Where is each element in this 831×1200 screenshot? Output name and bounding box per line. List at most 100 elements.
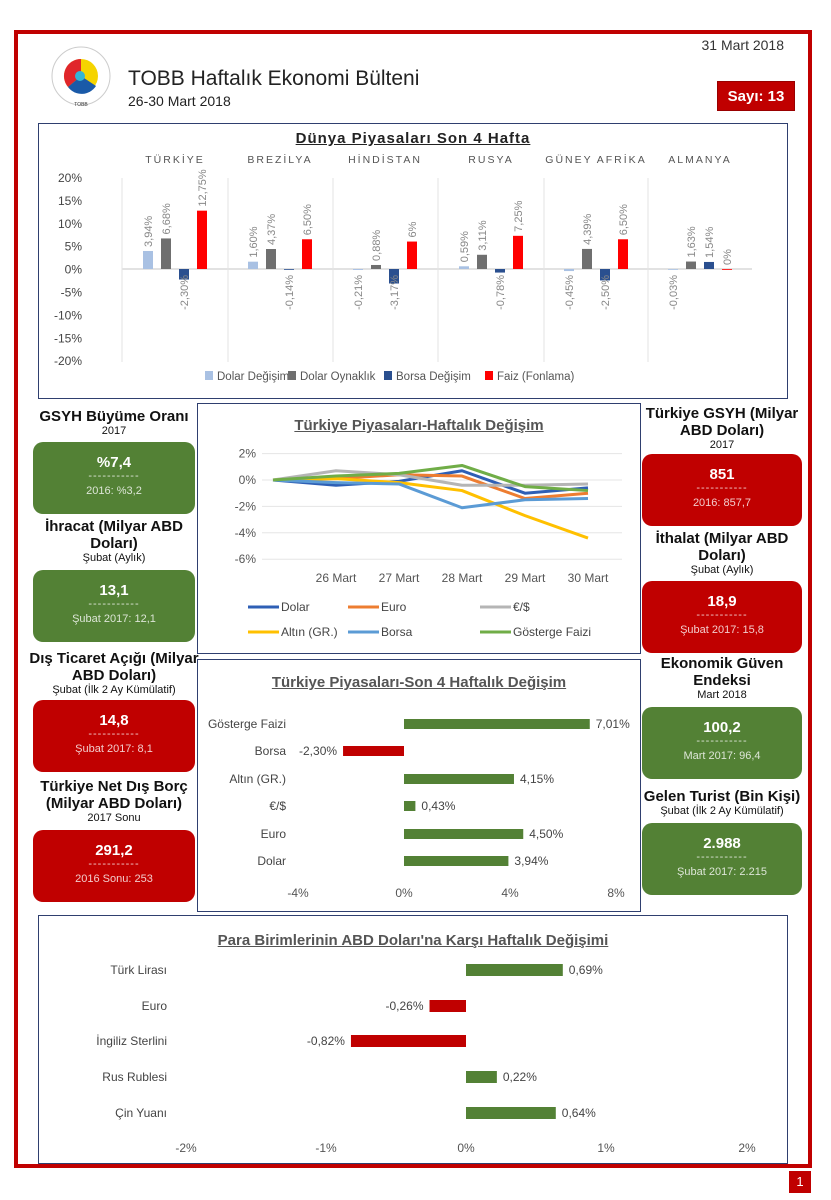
y-tick-label: -5% (61, 286, 83, 300)
category-label: Borsa (255, 744, 287, 758)
bar (404, 856, 509, 866)
kpi-card: %7,4 ----------- 2016: %3,2 (33, 442, 195, 514)
bar (429, 1000, 466, 1012)
category-label: İngiliz Sterlini (96, 1034, 167, 1048)
kpi-card: 14,8 ----------- Şubat 2017: 8,1 (33, 700, 195, 772)
kpi-divider: ----------- (696, 851, 748, 863)
kpi-card: 100,2 ----------- Mart 2017: 96,4 (642, 707, 802, 779)
data-label: -0,21% (353, 275, 365, 310)
kpi-card: 2.988 ----------- Şubat 2017: 2.215 (642, 823, 802, 895)
bar (248, 261, 258, 269)
kpi-divider: ----------- (696, 735, 748, 747)
bar (668, 269, 678, 270)
category-label: Türk Lirası (110, 963, 167, 977)
kpi-period: 2017 Sonu (87, 812, 141, 824)
data-label: -0,26% (385, 999, 423, 1013)
kpi-heading: İthalat (Milyar ABD Doları) Şubat (Aylık) (636, 530, 808, 577)
kpi-previous: 2016 Sonu: 253 (75, 873, 153, 885)
legend-label: Dolar Değişimi (217, 371, 292, 383)
kpi-previous: Şubat 2017: 8,1 (75, 743, 153, 755)
bar (302, 239, 312, 269)
bar (350, 1035, 466, 1047)
page-frame (14, 30, 812, 1168)
data-label: -2,30% (299, 744, 337, 758)
kpi-heading: Gelen Turist (Bin Kişi) Şubat (İlk 2 Ay K… (636, 788, 808, 818)
x-tick-label: 29 Mart (505, 571, 546, 585)
currency-bar-chart-title: Para Birimlerinin ABD Doları'na Karşı Ha… (217, 932, 609, 949)
kpi-title: Türkiye GSYH (Milyar ABD Doları) (645, 405, 799, 439)
world-markets-chart-title: Dünya Piyasaları Son 4 Hafta (295, 130, 531, 147)
x-tick-label: 28 Mart (442, 571, 483, 585)
bar (343, 746, 404, 756)
bar (143, 250, 153, 269)
kpi-title: İthalat (Milyar ABD Doları) (655, 530, 789, 564)
category-label: Euro (261, 827, 287, 841)
bar (704, 261, 714, 269)
data-label: -0,14% (284, 275, 296, 310)
bar (459, 266, 469, 269)
category-label: RUSYA (468, 154, 513, 166)
bar (618, 239, 628, 269)
data-label: 6,68% (161, 203, 173, 234)
bar (600, 269, 610, 281)
data-label: 6,50% (618, 204, 630, 235)
bulletin-date: 31 Mart 2018 (701, 37, 785, 53)
series-line (272, 478, 589, 510)
bar (197, 210, 207, 269)
category-label: Çin Yuanı (115, 1106, 167, 1120)
y-tick-label: 15% (58, 194, 82, 208)
bar (513, 235, 523, 269)
data-label: 3,94% (514, 854, 548, 868)
bar (582, 248, 592, 269)
data-label: 7,01% (596, 717, 630, 731)
kpi-heading: Türkiye GSYH (Milyar ABD Doları) 2017 (636, 405, 808, 452)
category-label: Gösterge Faizi (208, 717, 286, 731)
series-line (272, 469, 589, 487)
data-label: -2,30% (179, 275, 191, 310)
data-label: 3,11% (477, 220, 489, 251)
kpi-title: Türkiye Net Dış Borç (Milyar ABD Doları) (40, 778, 188, 812)
legend-label: Borsa Değişim (396, 371, 471, 383)
legend-label: Dolar Oynaklık (300, 371, 376, 383)
data-label: 4,39% (582, 214, 594, 245)
category-label: Altın (GR.) (229, 772, 286, 786)
x-tick-label: 0% (457, 1141, 475, 1155)
legend-swatch (205, 371, 213, 380)
data-label: -0,82% (307, 1034, 345, 1048)
kpi-previous: 2016: %3,2 (86, 485, 142, 497)
bar (404, 801, 416, 811)
data-label: 1,63% (686, 226, 698, 257)
bar (686, 261, 696, 269)
bar (371, 264, 381, 269)
category-label: €/$ (269, 799, 286, 813)
bulletin-title: TOBB Haftalık Ekonomi Bülteni (128, 67, 420, 90)
bulletin-period: 26-30 Mart 2018 (128, 93, 231, 109)
kpi-heading: İhracat (Milyar ABD Doları) Şubat (Aylık) (27, 518, 201, 565)
bar (564, 269, 574, 272)
data-label: 0,22% (503, 1070, 537, 1084)
kpi-period: Şubat (Aylık) (690, 564, 754, 576)
category-label: Rus Rublesi (102, 1070, 167, 1084)
four-week-bar-chart-title: Türkiye Piyasaları-Son 4 Haftalık Değişi… (271, 674, 567, 691)
series-line (272, 477, 589, 540)
kpi-value: 291,2 (95, 842, 133, 859)
category-label: BREZİLYA (247, 153, 312, 166)
bar (477, 254, 487, 269)
bar (722, 269, 732, 270)
category-label: ALMANYA (668, 154, 731, 166)
data-label: 7,25% (513, 200, 525, 231)
kpi-value: 18,9 (707, 593, 737, 610)
legend-label: Faiz (Fonlama) (497, 371, 574, 383)
data-label: 0,59% (459, 231, 471, 262)
kpi-heading: Ekonomik Güven Endeksi Mart 2018 (636, 655, 808, 702)
legend-label: Euro (381, 600, 407, 614)
y-tick-label: -10% (54, 308, 82, 322)
data-label: 4,15% (520, 772, 554, 786)
x-tick-label: 2% (738, 1141, 756, 1155)
kpi-value: %7,4 (96, 454, 132, 471)
bar (466, 1071, 497, 1083)
legend-label: Dolar (281, 600, 310, 614)
category-label: Euro (142, 999, 168, 1013)
kpi-period: Şubat (Aylık) (82, 552, 146, 564)
x-tick-label: 26 Mart (316, 571, 357, 585)
